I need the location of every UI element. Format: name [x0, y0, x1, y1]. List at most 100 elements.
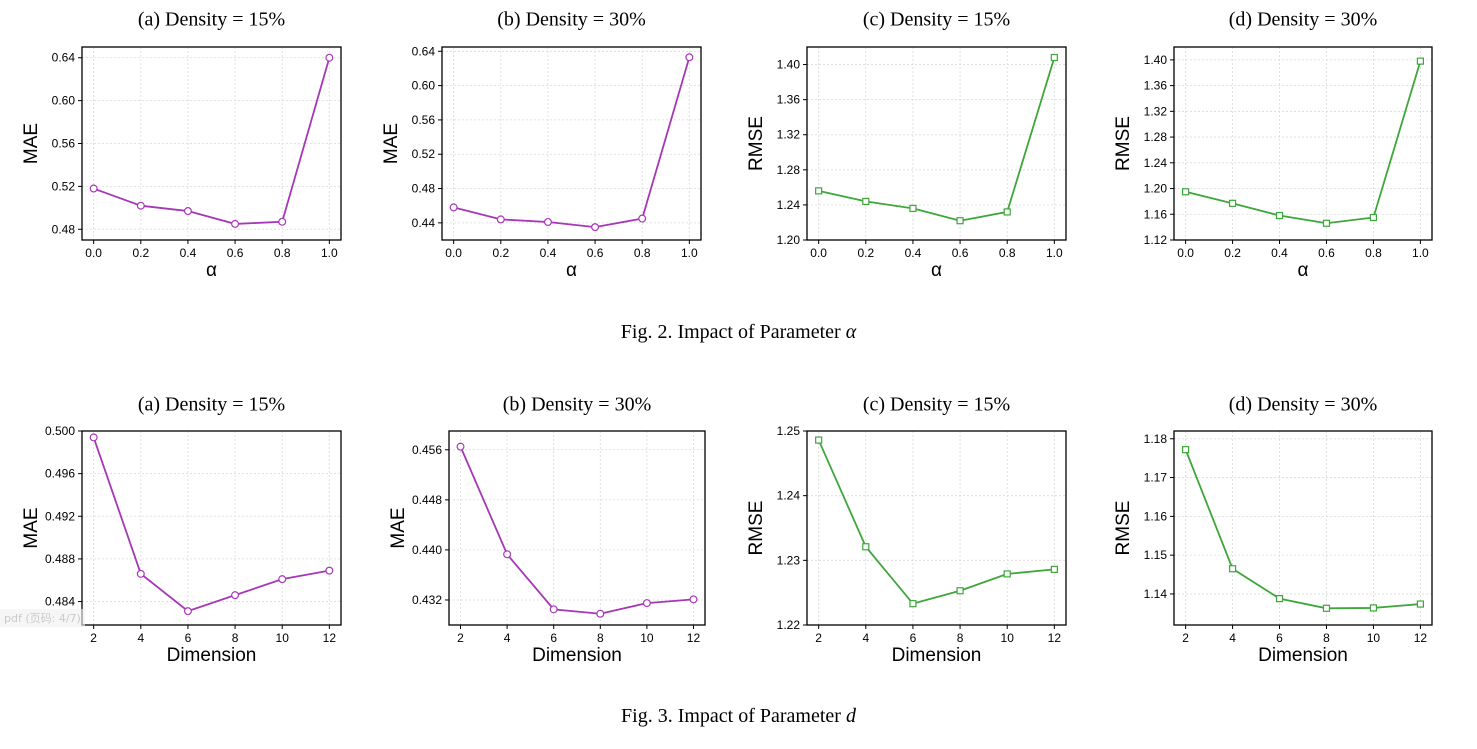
x-tick-label: 10 [1367, 631, 1381, 645]
x-tick-label: 0.2 [857, 246, 874, 260]
series-line [93, 57, 331, 225]
y-tick-label: 1.22 [777, 618, 801, 632]
plot-frame [441, 46, 702, 241]
series-line [1185, 60, 1422, 225]
fig2-chart-0: (a) Density = 15% 0.48 0.52 0.56 0.60 0.64 0.0… [21, 9, 342, 281]
y-tick-label: 0.64 [52, 51, 76, 65]
x-tick-label: 0.2 [492, 246, 509, 260]
series-line [92, 437, 330, 613]
y-axis-label: MAE [21, 123, 42, 164]
x-tick-label: 6 [550, 631, 557, 645]
fig3-chart-2: (c) Density = 15% 1.22 1.23 1.24 1.25 2 4 6 8 10 1… [746, 394, 1067, 666]
y-tick-label: 1.40 [1144, 53, 1168, 67]
data-point [231, 591, 240, 600]
data-point [496, 215, 505, 224]
data-point [183, 207, 192, 216]
fig3-caption: Fig. 3. Impact of Parameter d [0, 705, 1477, 728]
fig2-chart-2: (c) Density = 15% 1.20 1.24 1.28 1.32 1.36 1.4… [746, 9, 1067, 281]
x-tick-label: 2 [90, 631, 97, 645]
data-point [596, 609, 605, 618]
y-tick-label: 1.17 [1144, 471, 1168, 485]
y-tick-label: 0.484 [45, 595, 75, 609]
x-tick-label: 2 [457, 631, 464, 645]
series-line [459, 446, 694, 615]
y-tick-label: 1.20 [1144, 182, 1168, 196]
y-tick-label: 1.18 [1144, 432, 1168, 446]
x-tick-label: 0.8 [1365, 246, 1382, 260]
x-tick-label: 8 [597, 631, 604, 645]
x-tick-label: 0.6 [227, 246, 244, 260]
x-tick-label: 1.0 [681, 246, 698, 260]
y-tick-label: 1.16 [1144, 207, 1168, 221]
x-tick-label: 4 [1229, 631, 1236, 645]
x-axis-label: α [206, 260, 217, 281]
y-axis-label: RMSE [1113, 116, 1134, 171]
data-point [591, 223, 600, 232]
plot-frame [1173, 46, 1433, 241]
x-tick-label: 6 [910, 631, 917, 645]
data-point [956, 217, 964, 225]
plot-frame [448, 430, 706, 626]
x-tick-label: 12 [687, 631, 701, 645]
y-tick-label: 1.16 [1144, 509, 1168, 523]
data-point [549, 605, 558, 614]
y-tick-label: 1.28 [1144, 130, 1168, 144]
chart-title: (d) Density = 30% [1229, 9, 1377, 31]
x-tick-label: 10 [1001, 631, 1015, 645]
data-point [1182, 446, 1190, 454]
y-tick-label: 1.20 [777, 233, 801, 247]
chart-title: (d) Density = 30% [1229, 394, 1377, 416]
x-tick-label: 4 [137, 631, 144, 645]
plot-frame [806, 430, 1067, 626]
y-tick-label: 1.15 [1144, 548, 1168, 562]
y-axis-label: MAE [388, 507, 409, 548]
x-axis-label: α [931, 260, 942, 281]
data-point [1416, 57, 1424, 65]
data-point [1050, 53, 1058, 62]
y-tick-label: 0.60 [52, 94, 76, 108]
x-axis-label: α [1298, 260, 1309, 281]
fig3-caption-symbol: d [845, 705, 856, 727]
data-point [1228, 565, 1237, 573]
data-point [1050, 565, 1058, 573]
series-line [818, 57, 1056, 222]
x-tick-label: 8 [1323, 631, 1330, 645]
data-point [456, 442, 465, 451]
fig2-chart-3: (d) Density = 30% 1.12 1.16 1.20 1.24 1.28 1.3… [1113, 9, 1433, 281]
fig2-caption-prefix: Fig. 2. Impact of Parameter [620, 321, 846, 343]
y-tick-label: 0.500 [45, 424, 75, 438]
x-tick-label: 12 [1048, 631, 1062, 645]
y-tick-label: 0.44 [412, 216, 436, 230]
y-tick-label: 1.36 [777, 93, 801, 107]
x-tick-label: 10 [640, 631, 654, 645]
x-tick-label: 0.4 [1271, 246, 1288, 260]
fig2-caption: Fig. 2. Impact of Parameter α [0, 321, 1477, 344]
y-tick-label: 1.25 [777, 424, 801, 438]
y-axis-label: MAE [21, 507, 42, 548]
x-tick-label: 4 [504, 631, 511, 645]
data-point [136, 569, 145, 578]
x-tick-label: 0.2 [132, 246, 149, 260]
data-point [1275, 595, 1284, 603]
x-axis-label: Dimension [167, 645, 257, 666]
y-tick-label: 1.36 [1144, 79, 1168, 93]
y-tick-label: 0.456 [412, 443, 442, 457]
data-point [909, 204, 917, 213]
data-point [278, 575, 287, 584]
data-point [503, 550, 512, 559]
y-tick-label: 1.23 [777, 553, 801, 567]
x-tick-label: 0.6 [1318, 246, 1335, 260]
data-point [1228, 199, 1237, 207]
y-tick-label: 0.56 [412, 113, 436, 127]
x-axis-label: Dimension [892, 645, 982, 666]
x-axis-label: Dimension [532, 645, 622, 666]
y-tick-label: 1.28 [777, 163, 801, 177]
page-watermark: pdf (页码: 4/7) [0, 609, 85, 627]
data-point [325, 566, 334, 575]
chart-title: (b) Density = 30% [503, 394, 651, 416]
y-tick-label: 0.60 [412, 79, 436, 93]
data-point [1369, 213, 1378, 222]
x-tick-label: 0.0 [1177, 246, 1194, 260]
data-point [1322, 604, 1331, 612]
x-tick-label: 6 [185, 631, 192, 645]
